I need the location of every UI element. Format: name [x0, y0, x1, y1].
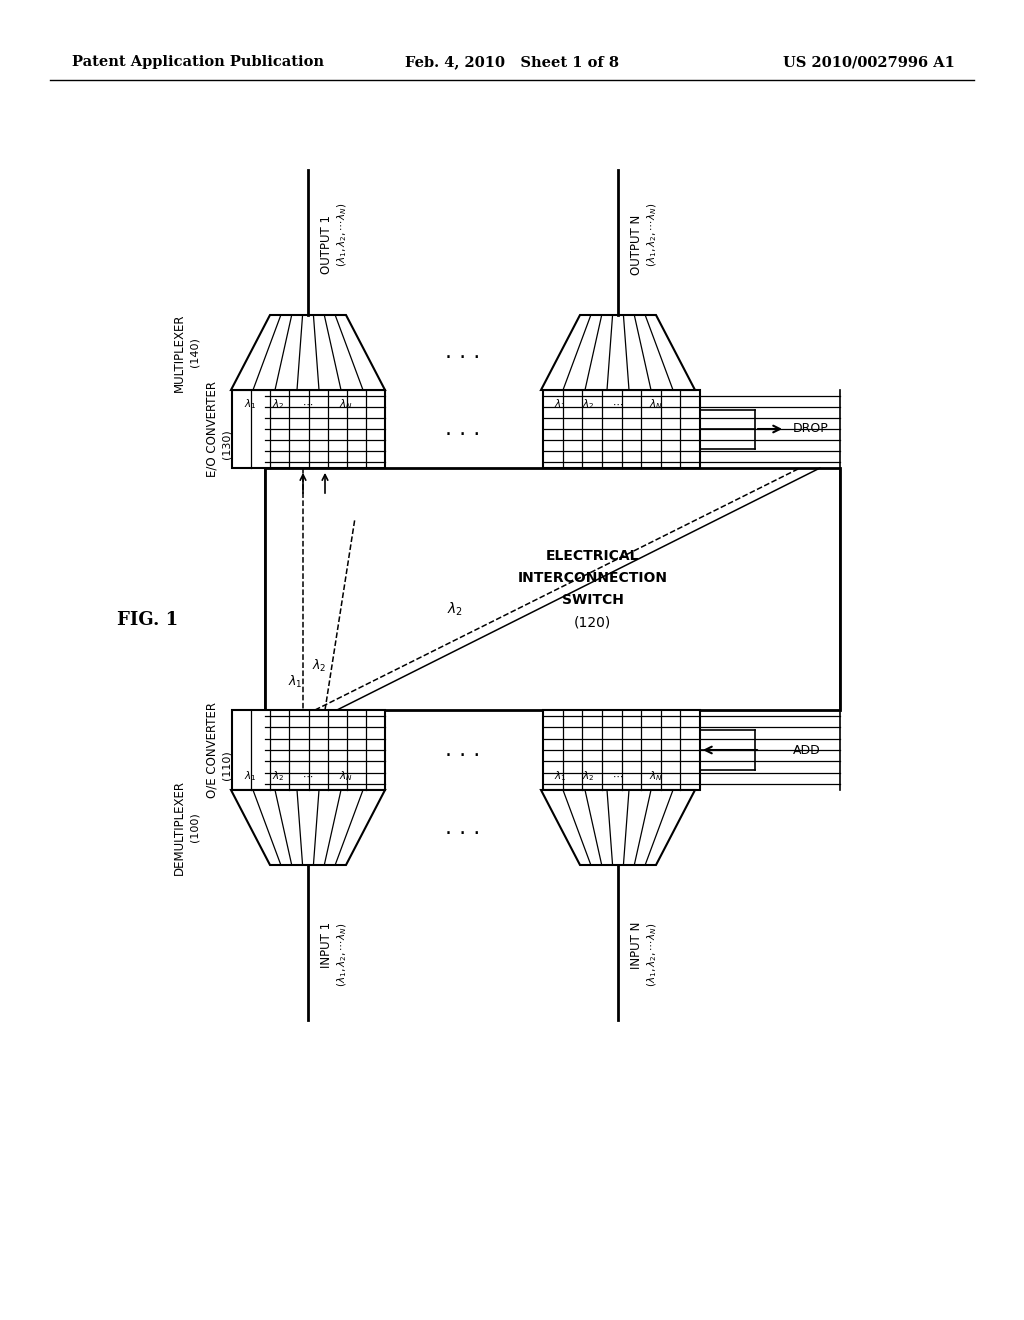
Text: $\cdots$: $\cdots$: [612, 771, 624, 781]
Text: O/E CONVERTER: O/E CONVERTER: [206, 702, 218, 799]
Text: $(\lambda_1, \lambda_2, \cdots \lambda_N)$: $(\lambda_1, \lambda_2, \cdots \lambda_N…: [645, 203, 658, 267]
Text: $\cdots$: $\cdots$: [302, 771, 313, 781]
Text: (140): (140): [189, 338, 199, 367]
Text: MULTIPLEXER: MULTIPLEXER: [172, 313, 185, 392]
Text: $\lambda_N$: $\lambda_N$: [339, 770, 353, 783]
Text: FIG. 1: FIG. 1: [118, 611, 178, 630]
Polygon shape: [541, 789, 695, 865]
Text: . . .: . . .: [445, 342, 480, 363]
Text: $(\lambda_1, \lambda_2, \cdots \lambda_N)$: $(\lambda_1, \lambda_2, \cdots \lambda_N…: [645, 923, 658, 987]
Text: . . .: . . .: [445, 817, 480, 837]
Polygon shape: [541, 315, 695, 389]
Bar: [232, 710, 385, 789]
Text: . . .: . . .: [445, 741, 480, 760]
Text: OUTPUT N: OUTPUT N: [630, 215, 643, 275]
Text: . . .: . . .: [445, 418, 480, 440]
Text: INPUT N: INPUT N: [630, 921, 643, 969]
Text: US 2010/0027996 A1: US 2010/0027996 A1: [783, 55, 955, 69]
Polygon shape: [231, 315, 385, 389]
Text: $\lambda_2$: $\lambda_2$: [271, 770, 285, 783]
Bar: [543, 389, 700, 469]
Text: $\lambda_2$: $\lambda_2$: [582, 770, 594, 783]
Bar: [232, 389, 385, 469]
Text: $\lambda_1$: $\lambda_1$: [244, 397, 256, 411]
Text: $\lambda_1$: $\lambda_1$: [288, 675, 302, 690]
Text: DROP: DROP: [793, 422, 828, 436]
Polygon shape: [231, 789, 385, 865]
Text: $\lambda_2$: $\lambda_2$: [311, 657, 327, 675]
Text: $\lambda_1$: $\lambda_1$: [244, 770, 256, 783]
Text: (120): (120): [573, 615, 611, 630]
Text: SWITCH: SWITCH: [561, 593, 624, 607]
Text: $\lambda_1$: $\lambda_1$: [554, 770, 566, 783]
Text: (100): (100): [189, 813, 199, 842]
Text: Patent Application Publication: Patent Application Publication: [72, 55, 324, 69]
Text: INPUT 1: INPUT 1: [319, 921, 333, 968]
Text: $\lambda_1$: $\lambda_1$: [554, 397, 566, 411]
Text: $\lambda_N$: $\lambda_N$: [649, 770, 663, 783]
Bar: [543, 710, 700, 789]
Bar: [265, 469, 840, 710]
Text: E/O CONVERTER: E/O CONVERTER: [206, 381, 218, 477]
Text: (110): (110): [221, 750, 231, 780]
Text: DEMULTIPLEXER: DEMULTIPLEXER: [172, 780, 185, 875]
Text: $\lambda_2$: $\lambda_2$: [582, 397, 594, 411]
Text: $\lambda_2$: $\lambda_2$: [271, 397, 285, 411]
Text: OUTPUT 1: OUTPUT 1: [319, 215, 333, 275]
Text: ELECTRICAL: ELECTRICAL: [546, 549, 639, 564]
Text: $\lambda_2$: $\lambda_2$: [447, 601, 463, 618]
Text: $\cdots$: $\cdots$: [612, 399, 624, 409]
Text: (130): (130): [221, 429, 231, 459]
Text: $\lambda_N$: $\lambda_N$: [649, 397, 663, 411]
Text: $\cdots$: $\cdots$: [302, 399, 313, 409]
Text: INTERCONNECTION: INTERCONNECTION: [517, 572, 668, 585]
Text: Feb. 4, 2010   Sheet 1 of 8: Feb. 4, 2010 Sheet 1 of 8: [406, 55, 618, 69]
Text: $(\lambda_1, \lambda_2, \cdots \lambda_N)$: $(\lambda_1, \lambda_2, \cdots \lambda_N…: [335, 203, 348, 267]
Text: ADD: ADD: [793, 743, 821, 756]
Text: $(\lambda_1, \lambda_2, \cdots \lambda_N)$: $(\lambda_1, \lambda_2, \cdots \lambda_N…: [335, 923, 348, 987]
Text: $\lambda_N$: $\lambda_N$: [339, 397, 353, 411]
